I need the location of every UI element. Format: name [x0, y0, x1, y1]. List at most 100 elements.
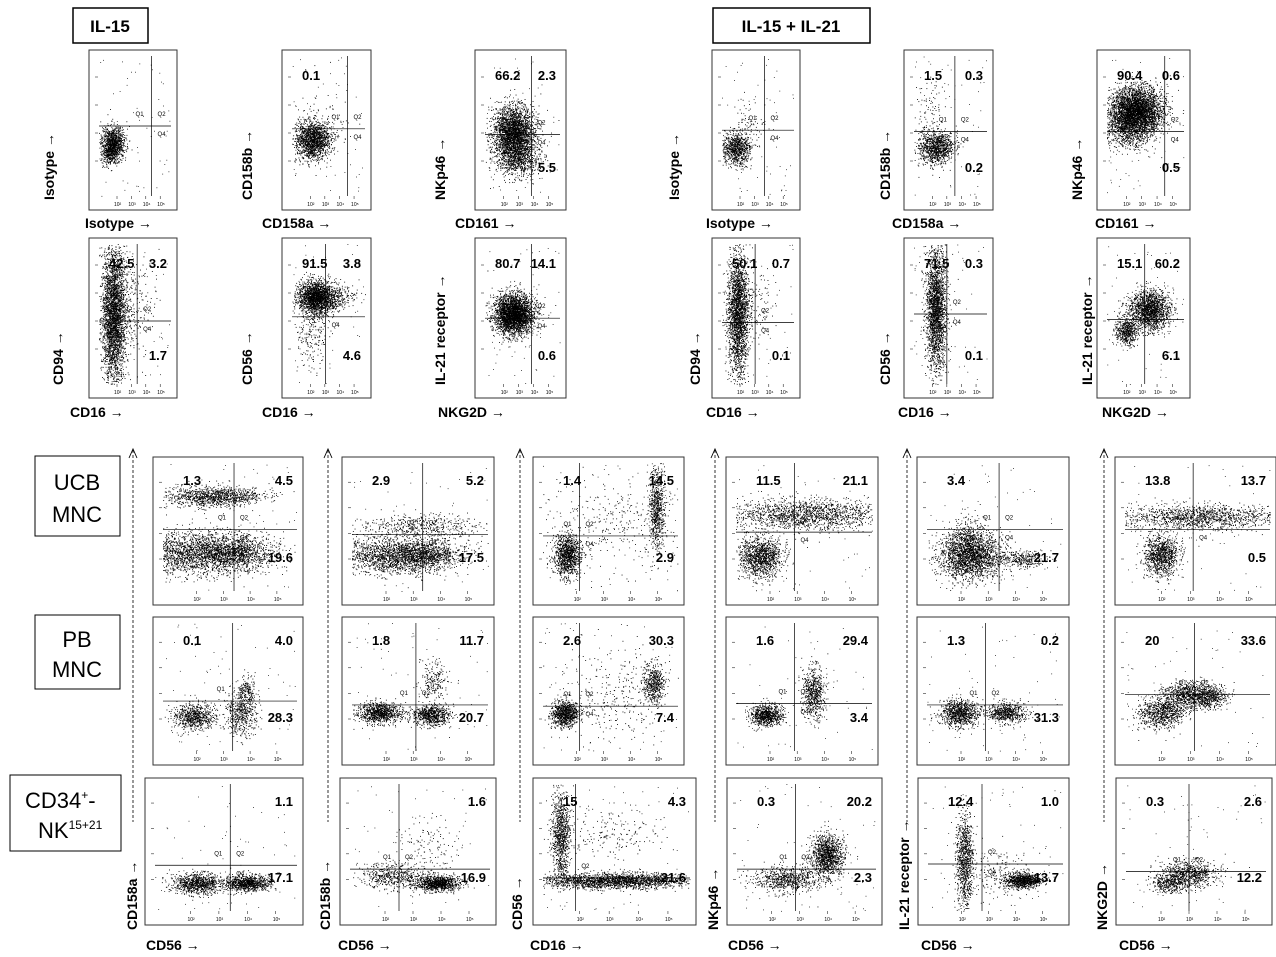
dot	[109, 144, 110, 145]
dot	[103, 147, 104, 148]
dot	[109, 151, 110, 152]
dot	[296, 129, 297, 130]
dot	[120, 151, 121, 152]
dot	[158, 99, 159, 100]
dot	[159, 73, 160, 74]
dot	[305, 137, 306, 138]
dot	[117, 148, 118, 149]
dot	[122, 151, 123, 152]
dot	[125, 190, 126, 191]
dot	[309, 146, 310, 147]
dot	[170, 121, 171, 122]
dot	[106, 154, 107, 155]
dot	[113, 154, 114, 155]
dot	[101, 136, 102, 137]
dot	[296, 143, 297, 144]
dot	[314, 125, 315, 126]
dot	[111, 137, 112, 138]
dot	[314, 157, 315, 158]
dot	[116, 151, 117, 152]
dot	[298, 119, 299, 120]
dot	[325, 153, 326, 154]
dot	[321, 135, 322, 136]
dot	[336, 140, 337, 141]
dot	[295, 127, 296, 128]
dot	[110, 157, 111, 158]
dot	[106, 153, 107, 154]
dot	[125, 137, 126, 138]
dot	[114, 124, 115, 125]
dot	[111, 124, 112, 125]
dot	[114, 161, 115, 162]
dot	[107, 157, 108, 158]
dot	[103, 156, 104, 157]
dot	[110, 150, 111, 151]
dot	[304, 149, 305, 150]
dot	[310, 128, 311, 129]
dot	[106, 146, 107, 147]
dot	[301, 152, 302, 153]
dot	[309, 125, 310, 126]
dot	[123, 132, 124, 133]
dot	[324, 161, 325, 162]
dot	[123, 129, 124, 130]
dot	[122, 140, 123, 141]
dot	[120, 143, 121, 144]
dot	[115, 160, 116, 161]
dot	[110, 109, 111, 110]
dot	[111, 136, 112, 137]
dot	[114, 151, 115, 152]
dot	[314, 140, 315, 141]
dot	[109, 138, 110, 139]
dot	[110, 135, 111, 136]
dot	[322, 116, 323, 117]
dot	[116, 132, 117, 133]
dot	[108, 141, 109, 142]
dot	[316, 154, 317, 155]
dot	[119, 148, 120, 149]
dot	[327, 143, 328, 144]
dot	[127, 85, 128, 86]
x-tick-label: 10²	[114, 202, 122, 208]
dot	[102, 145, 103, 146]
dot	[113, 151, 114, 152]
dot	[112, 156, 113, 157]
dot	[109, 154, 110, 155]
dot	[112, 161, 113, 162]
dot	[120, 154, 121, 155]
dot	[302, 136, 303, 137]
dot	[308, 166, 309, 167]
dot	[122, 62, 123, 63]
dot	[127, 78, 128, 79]
dot	[331, 134, 332, 135]
dot	[114, 138, 115, 139]
dot	[323, 133, 324, 134]
dot	[109, 158, 110, 159]
dot	[127, 129, 128, 130]
dot	[100, 143, 101, 144]
dot	[101, 140, 102, 141]
dot	[315, 124, 316, 125]
dot	[310, 130, 311, 131]
dot	[305, 136, 306, 137]
dot	[113, 134, 114, 135]
dot	[109, 156, 110, 157]
dot	[102, 146, 103, 147]
dot	[108, 114, 109, 115]
dot	[110, 143, 111, 144]
dot	[104, 167, 105, 168]
dot	[109, 135, 110, 136]
dot	[322, 155, 323, 156]
dot	[112, 135, 113, 136]
dot	[119, 131, 120, 132]
row-label-ucb: UCB MNC	[35, 456, 120, 536]
dot	[113, 130, 114, 131]
dot	[107, 138, 108, 139]
dot	[114, 144, 115, 145]
dot	[119, 135, 120, 136]
dot	[296, 135, 297, 136]
dot	[163, 83, 164, 84]
dot	[103, 146, 104, 147]
dot	[139, 64, 140, 65]
